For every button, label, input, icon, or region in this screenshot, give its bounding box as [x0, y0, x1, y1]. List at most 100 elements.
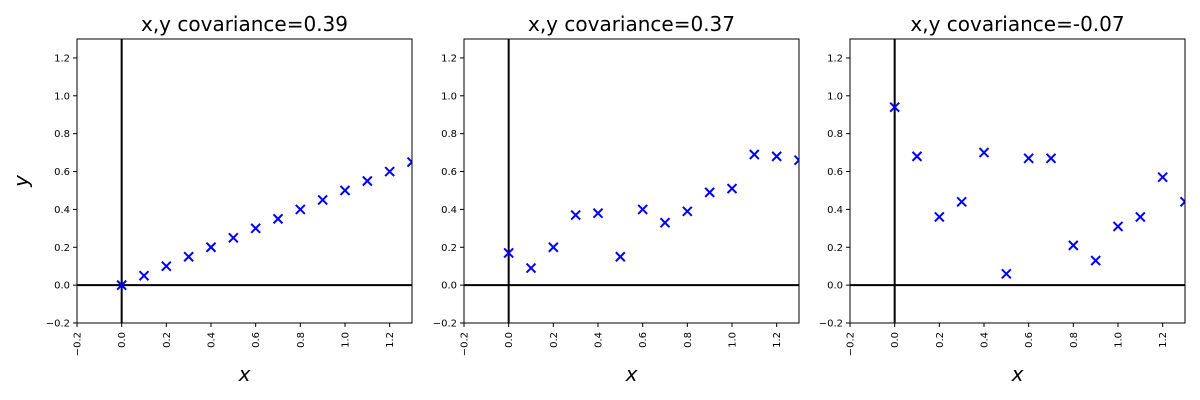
y-axis-label: y: [9, 174, 33, 188]
y-tick-label: 1.2: [827, 53, 843, 64]
x-tick-label: 0.0: [504, 332, 515, 348]
x-tick-label: 0.4: [980, 332, 991, 348]
x-tick-label: 0.0: [117, 332, 128, 348]
x-axis-label: x: [238, 362, 251, 386]
y-tick-label: 0.8: [441, 129, 457, 140]
data-point: [1135, 211, 1146, 223]
data-point: [1112, 221, 1124, 232]
data-point: [978, 147, 990, 158]
plot-frame: [463, 38, 800, 324]
x-tick-label: 1.2: [772, 332, 783, 348]
y-tick-label: −0.2: [819, 319, 843, 330]
data-point: [317, 194, 328, 206]
x-tick-label: 0.2: [935, 332, 946, 348]
y-tick-label: 1.0: [54, 91, 70, 102]
x-tick-label: 0.2: [162, 332, 173, 348]
x-tick-label: 0.6: [1024, 332, 1035, 348]
y-tick-label: 0.2: [441, 243, 457, 254]
data-point: [934, 211, 945, 223]
data-point: [503, 247, 514, 259]
x-tick-label: 1.0: [728, 332, 739, 348]
x-tick-label: −0.2: [846, 332, 857, 356]
x-axis-label: x: [625, 362, 638, 386]
data-point: [911, 151, 923, 162]
data-point: [250, 223, 261, 234]
x-tick-label: 0.2: [549, 332, 560, 348]
x-tick-label: 1.0: [1114, 332, 1125, 348]
x-tick-label: 0.4: [594, 332, 605, 348]
data-point: [362, 175, 373, 187]
data-point: [384, 166, 395, 177]
y-tick-label: 0.0: [827, 281, 843, 292]
panel-3: −0.2−0.2 0.0 0.0 0.2 0.2 0.4 0.4 0.6 0.6 0.8 0.8 1.…: [819, 12, 1186, 386]
data-point: [749, 149, 760, 160]
data-point: [771, 151, 782, 162]
y-tick-label: 1.0: [827, 91, 843, 102]
chart-title: x,y covariance=-0.07: [910, 12, 1124, 36]
data-point: [1157, 172, 1168, 183]
data-point: [161, 260, 172, 272]
data-point: [592, 207, 604, 219]
data-point: [548, 242, 559, 253]
y-tick-label: −0.2: [46, 319, 70, 330]
data-point: [704, 187, 715, 198]
data-point: [1179, 196, 1185, 208]
data-point: [116, 279, 127, 291]
y-tick-label: 0.0: [54, 281, 70, 292]
plot-frame: [76, 38, 413, 324]
data-point: [183, 251, 194, 262]
y-tick-label: 0.8: [827, 129, 843, 140]
y-tick-label: 0.8: [54, 129, 70, 140]
data-point: [682, 206, 693, 217]
x-tick-label: 0.0: [890, 332, 901, 348]
data-point: [406, 156, 412, 168]
data-point: [637, 204, 648, 215]
x-tick-label: 0.6: [638, 332, 649, 348]
x-tick-label: 1.2: [385, 332, 396, 348]
y-tick-label: 0.4: [441, 205, 457, 216]
x-tick-label: 1.0: [341, 332, 352, 348]
y-tick-label: 0.6: [827, 167, 843, 178]
chart-title: x,y covariance=0.37: [528, 12, 735, 36]
x-axis-label: x: [1011, 362, 1024, 386]
plot-frame: [849, 38, 1186, 324]
y-tick-label: 0.6: [441, 167, 457, 178]
data-point: [659, 217, 671, 228]
y-tick-label: 1.0: [441, 91, 457, 102]
chart-title: x,y covariance=0.39: [141, 12, 348, 36]
series-markers: [503, 149, 799, 274]
y-tick-label: 0.4: [54, 205, 70, 216]
data-point: [1023, 153, 1034, 164]
x-tick-label: 0.8: [296, 332, 307, 348]
data-point: [615, 251, 626, 262]
data-point: [205, 242, 217, 253]
series-markers: [116, 156, 412, 291]
y-tick-label: 0.2: [827, 243, 843, 254]
data-point: [339, 185, 351, 196]
data-point: [295, 204, 306, 215]
y-tick-label: −0.2: [433, 319, 457, 330]
x-tick-label: 0.8: [683, 332, 694, 348]
x-tick-label: −0.2: [73, 332, 84, 356]
data-point: [228, 232, 239, 244]
x-tick-label: 1.2: [1158, 332, 1169, 348]
panel-2: −0.2−0.2 0.0 0.0 0.2 0.2 0.4 0.4 0.6 0.6 0.8 0.8 1.…: [433, 12, 800, 386]
data-point: [570, 209, 581, 221]
data-point: [1045, 153, 1057, 164]
y-tick-label: 0.2: [54, 243, 70, 254]
x-tick-label: −0.2: [460, 332, 471, 356]
series-markers: [889, 101, 1185, 279]
data-point: [956, 196, 967, 208]
y-tick-label: 0.0: [441, 281, 457, 292]
data-point: [525, 262, 537, 274]
data-point: [726, 183, 738, 194]
data-point: [1090, 255, 1101, 266]
data-point: [889, 101, 900, 113]
y-tick-label: 0.6: [54, 167, 70, 178]
y-tick-label: 1.2: [54, 53, 70, 64]
x-tick-label: 0.4: [207, 332, 218, 348]
data-point: [138, 270, 150, 281]
panel-1: −0.2−0.2 0.0 0.0 0.2 0.2 0.4 0.4 0.6 0.6 0.8 0.8 1.…: [9, 12, 413, 386]
data-point: [1068, 240, 1079, 251]
